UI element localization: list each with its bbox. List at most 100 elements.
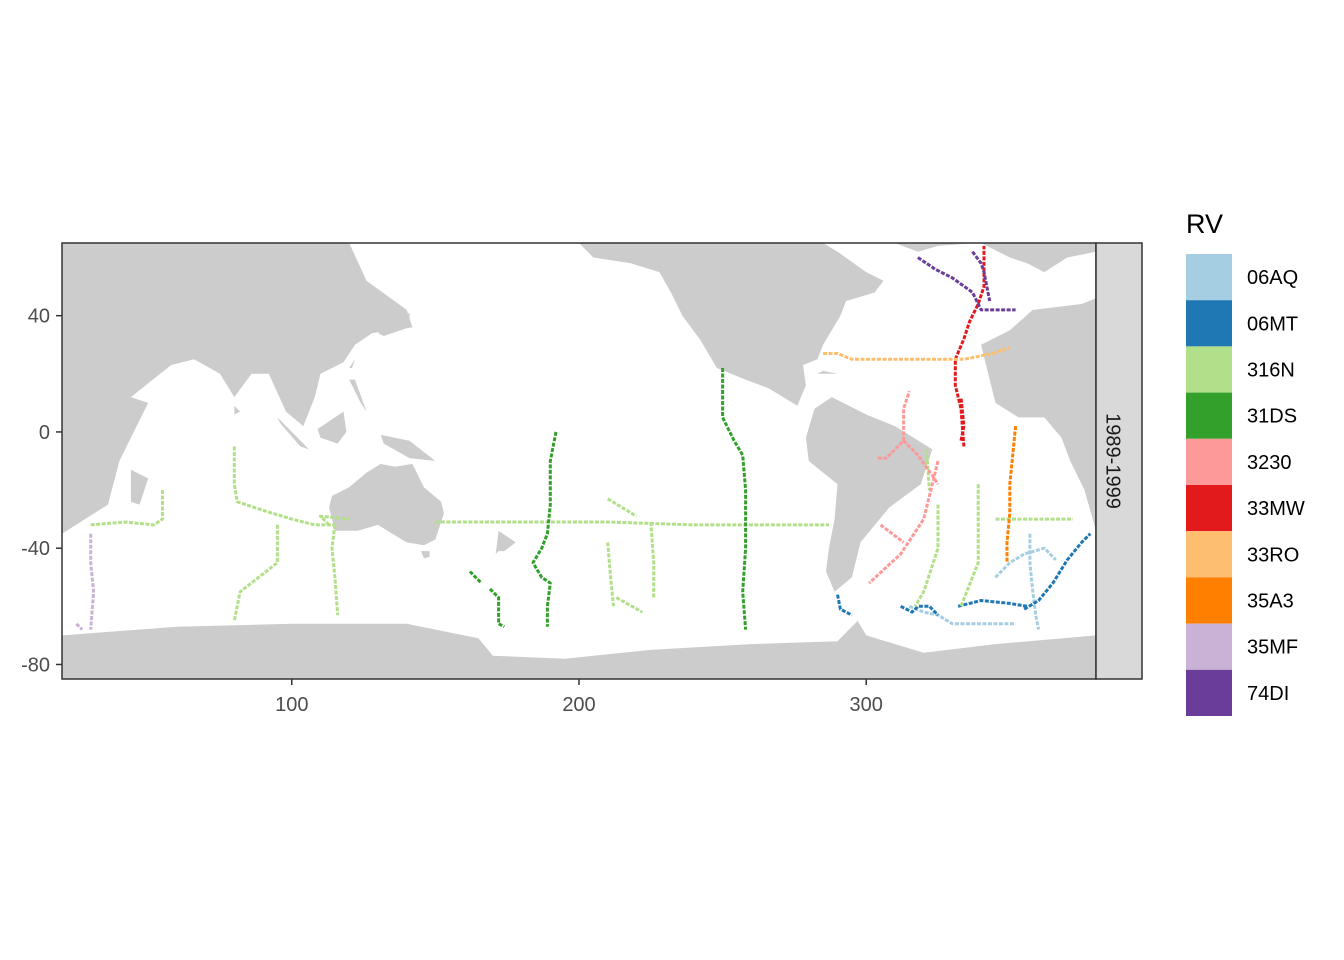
legend: RV 06AQ 06MT 316N 31DS 3230 33MW 33RO 35A3 35MF 7… — [1186, 209, 1305, 716]
cruise-track-06aq — [1028, 533, 1041, 630]
land-masses — [62, 243, 1096, 679]
cruise-track-3230 — [902, 439, 940, 486]
land-polygon — [234, 405, 241, 415]
cruise-track-06mt — [836, 594, 853, 617]
cruise-track-316n — [232, 524, 279, 622]
land-polygon — [421, 551, 430, 559]
y-tick-label: 40 — [28, 306, 50, 328]
legend-key-33ro — [1186, 531, 1232, 578]
land-polygon — [894, 243, 976, 252]
track-group-06mt — [836, 532, 1092, 617]
track-group-33ro — [823, 346, 1011, 361]
cruise-track-316n — [606, 542, 615, 607]
cruise-track-31ds — [721, 368, 748, 630]
track-group-35a3 — [1005, 425, 1018, 563]
cruise-track-3230 — [879, 523, 905, 544]
land-polygon — [377, 312, 410, 336]
legend-label: 33MW — [1247, 498, 1305, 520]
facet-strip-label: 1989-1999 — [1102, 413, 1124, 509]
cruise-track-06mt — [957, 599, 1028, 608]
legend-label: 31DS — [1247, 406, 1297, 428]
legend-key-35mf — [1186, 623, 1232, 670]
track-group-3230 — [868, 390, 940, 585]
cruise-track-316n — [232, 446, 335, 527]
legend-label: 35A3 — [1247, 591, 1294, 613]
cruise-track-316n — [925, 449, 931, 491]
legend-key-06mt — [1186, 300, 1232, 347]
track-group-316n — [90, 446, 1073, 622]
legend-label: 06MT — [1247, 313, 1298, 335]
land-polygon — [349, 379, 367, 412]
land-polygon — [805, 397, 933, 592]
legend-key-06aq — [1186, 254, 1232, 301]
land-polygon — [981, 243, 1096, 273]
cruise-track-316n — [649, 521, 656, 598]
land-polygon — [380, 434, 436, 461]
legend-key-35a3 — [1186, 577, 1232, 624]
x-tick-label: 300 — [850, 694, 883, 716]
y-axis: 40 0 -40 -80 — [21, 306, 62, 676]
legend-label: 3230 — [1247, 452, 1292, 474]
track-group-33mw — [953, 245, 986, 447]
cruise-track-06mt — [1023, 532, 1092, 611]
x-tick-label: 100 — [275, 694, 308, 716]
land-polygon — [435, 243, 884, 406]
land-polygon — [484, 530, 516, 566]
cruise-track-31ds — [468, 570, 483, 585]
facet-strip: 1989-1999 — [1095, 242, 1143, 680]
cruise-track-35mf — [89, 533, 96, 630]
legend-key-3230 — [1186, 438, 1232, 485]
y-tick-label: -40 — [21, 538, 50, 560]
land-polygon — [981, 298, 1096, 531]
land-polygon — [329, 463, 444, 546]
legend-key-316n — [1186, 346, 1232, 393]
y-tick-label: 0 — [39, 422, 50, 444]
y-tick-label: -80 — [21, 654, 50, 676]
x-axis: 100 200 300 — [275, 679, 883, 716]
track-group-74di — [917, 250, 1016, 312]
map-panel — [61, 242, 1097, 680]
legend-label: 74DI — [1247, 683, 1289, 705]
cruise-track-316n — [959, 484, 980, 607]
cruise-track-74di — [971, 250, 992, 302]
cruise-track-316n — [615, 596, 643, 614]
cruise-track-06mt — [900, 604, 940, 617]
track-group-35mf — [75, 533, 96, 631]
legend-label: 33RO — [1247, 544, 1299, 566]
legend-label: 06AQ — [1247, 267, 1298, 289]
cruise-tracks — [75, 245, 1092, 631]
legend-key-33mw — [1186, 485, 1232, 532]
cruise-track-06aq — [994, 546, 1057, 579]
cruise-track-33mw — [953, 245, 986, 447]
cruise-track-31ds — [531, 431, 558, 627]
track-group-31ds — [468, 368, 748, 630]
legend-label: 316N — [1247, 360, 1295, 382]
legend-label: 35MF — [1247, 637, 1298, 659]
cruise-track-316n — [90, 490, 164, 527]
cruise-track-35a3 — [1005, 425, 1018, 563]
track-group-06aq — [908, 533, 1057, 630]
land-polygon — [349, 359, 355, 368]
cruise-track-35mf — [75, 622, 84, 631]
land-polygon — [817, 370, 838, 374]
land-polygon — [62, 243, 413, 534]
cruise-track-316n — [913, 504, 940, 608]
cruise-track-316n — [606, 497, 638, 518]
cruise-track-3230 — [868, 460, 940, 585]
land-polygon — [277, 417, 309, 450]
cruise-track-316n — [319, 514, 350, 526]
facet-strip-background — [1095, 242, 1143, 680]
cruise-track-31ds — [488, 587, 505, 629]
legend-title: RV — [1186, 209, 1223, 239]
cruise-track-06aq — [908, 604, 1016, 626]
cruise-track-33ro — [823, 346, 1011, 361]
cruise-track-33mw — [959, 396, 966, 441]
land-polygon — [130, 469, 149, 505]
cruise-track-316n — [330, 524, 340, 616]
x-tick-label: 200 — [562, 694, 595, 716]
legend-key-74di — [1186, 669, 1232, 716]
land-polygon — [62, 620, 1096, 679]
land-polygon — [317, 411, 347, 444]
legend-key-31ds — [1186, 392, 1232, 439]
